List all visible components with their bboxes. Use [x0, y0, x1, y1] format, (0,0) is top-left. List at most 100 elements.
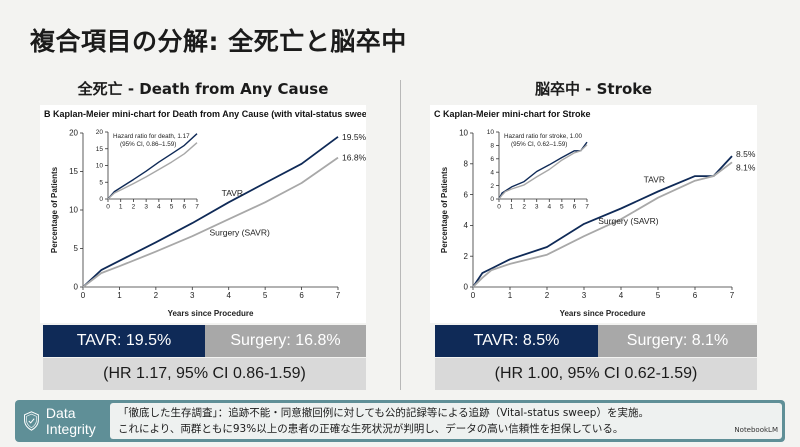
stroke-tavr-result: TAVR: 8.5% — [435, 325, 598, 357]
integrity-line-2: これにより、両群ともに93%以上の患者の正確な生死状況が判明し、データの高い信頼… — [118, 423, 624, 435]
y-tick-label: 10 — [459, 129, 468, 138]
integrity-line-1: 「徹底した生存調査」：追跡不能・同意撤回例に対しても公的記録等による追跡（Vit… — [118, 407, 649, 419]
chart-title: C Kaplan-Meier mini-chart for Stroke — [434, 109, 591, 119]
x-tick-label: 2 — [545, 291, 550, 300]
right-heading: 脳卒中 - Stroke — [534, 80, 653, 98]
inset-x-tick-label: 2 — [132, 204, 136, 211]
inset-x-tick-label: 7 — [195, 204, 199, 211]
x-axis-label: Years since Procedure — [168, 309, 254, 318]
x-tick-label: 0 — [471, 291, 476, 300]
x-tick-label: 1 — [117, 291, 122, 300]
inset-x-tick-label: 5 — [170, 204, 174, 211]
x-tick-label: 5 — [263, 291, 268, 300]
stroke-chart-panel: C Kaplan-Meier mini-chart for Stroke 0 1 2 3… — [430, 105, 757, 323]
inset-x-tick-label: 0 — [497, 204, 501, 211]
x-tick-label: 1 — [508, 291, 513, 300]
inset-series-line-tavr — [107, 133, 198, 200]
inset-y-tick-label: 20 — [96, 129, 104, 136]
death-chart-panel: B Kaplan-Meier mini-chart for Death from… — [40, 105, 375, 323]
series-label-surgery: Surgery (SAVR) — [598, 216, 658, 226]
inset-x-tick-label: 3 — [144, 204, 148, 211]
inset-y-tick-label: 0 — [99, 196, 103, 203]
x-tick-label: 0 — [81, 291, 86, 300]
series-label-tavr: TAVR — [222, 188, 243, 198]
series-line-surgery — [472, 161, 733, 288]
inset-y-tick-label: 10 — [96, 163, 104, 170]
inset-x-tick-label: 1 — [510, 204, 514, 211]
inset-series-line-tavr — [498, 141, 588, 200]
inset-y-tick-label: 4 — [490, 169, 494, 176]
death-tavr-result: TAVR: 19.5% — [43, 325, 205, 357]
shield-check-icon — [24, 411, 39, 431]
stroke-surgery-result: Surgery: 8.1% — [598, 325, 757, 357]
y-tick-label: 0 — [74, 283, 79, 292]
series-line-tavr — [82, 136, 339, 288]
x-tick-label: 4 — [226, 291, 231, 300]
y-tick-label: 2 — [464, 252, 469, 261]
data-integrity-banner: Data Integrity 「徹底した生存調査」：追跡不能・同意撤回例に対して… — [15, 400, 785, 442]
inset-annotation-line-2: (95% CI, 0.62–1.59) — [511, 141, 567, 148]
inset-x-tick-label: 6 — [182, 204, 186, 211]
x-axis-label: Years since Procedure — [560, 309, 646, 318]
stroke-km-chart: C Kaplan-Meier mini-chart for Stroke 0 1 2 3… — [434, 109, 756, 318]
inset-y-tick-label: 10 — [487, 129, 495, 136]
y-tick-label: 20 — [69, 129, 78, 138]
series-line-surgery — [82, 156, 339, 288]
end-label-surgery: 8.1% — [736, 162, 756, 172]
left-heading: 全死亡 - Death from Any Cause — [77, 80, 329, 98]
x-tick-label: 7 — [730, 291, 735, 300]
inset-y-tick-label: 2 — [490, 183, 494, 190]
data-integrity-text: 「徹底した生存調査」：追跡不能・同意撤回例に対しても公的記録等による追跡（Vit… — [110, 403, 782, 439]
inset-annotation-line-2: (95% CI, 0.86–1.59) — [120, 141, 176, 148]
inset-annotation-line-1: Hazard ratio for stroke, 1.00 — [504, 133, 583, 140]
inset-y-tick-label: 8 — [490, 143, 494, 150]
divider — [400, 80, 401, 390]
death-surgery-result: Surgery: 16.8% — [205, 325, 366, 357]
stroke-hazard-ratio: (HR 1.00, 95% CI 0.62-1.59) — [435, 358, 757, 390]
inset-annotation-line-1: Hazard ratio for death, 1.17 — [113, 133, 190, 140]
inset-y-tick-label: 6 — [490, 156, 494, 163]
x-tick-label: 2 — [154, 291, 159, 300]
inset-x-tick-label: 7 — [585, 204, 589, 211]
series-line-tavr — [472, 155, 733, 288]
x-tick-label: 5 — [656, 291, 661, 300]
y-tick-label: 15 — [69, 167, 78, 176]
slide-title: 複合項目の分解: 全死亡と脳卒中 — [30, 27, 407, 56]
y-tick-label: 10 — [69, 206, 78, 215]
x-tick-label: 6 — [299, 291, 304, 300]
end-label-tavr: 19.5% — [342, 132, 366, 142]
x-tick-label: 3 — [582, 291, 587, 300]
notebooklm-logo: NotebookLM — [734, 426, 778, 434]
data-integrity-label-box: Data Integrity — [15, 400, 110, 442]
inset-x-tick-label: 6 — [573, 204, 577, 211]
inset-y-tick-label: 0 — [490, 196, 494, 203]
inset-x-tick-label: 0 — [106, 204, 110, 211]
x-tick-label: 7 — [336, 291, 341, 300]
inset-y-tick-label: 5 — [99, 179, 103, 186]
inset-y-tick-label: 15 — [96, 146, 104, 153]
inset-background — [107, 130, 200, 199]
x-tick-label: 4 — [619, 291, 624, 300]
y-axis-label: Percentage of Patients — [50, 166, 59, 253]
series-label-tavr: TAVR — [644, 174, 665, 184]
data-integrity-label: Data Integrity — [45, 405, 96, 437]
y-tick-label: 6 — [464, 190, 469, 199]
inset-x-tick-label: 1 — [119, 204, 123, 211]
y-tick-label: 4 — [464, 221, 469, 230]
death-hazard-ratio: (HR 1.17, 95% CI 0.86-1.59) — [43, 358, 366, 390]
inset-x-tick-label: 3 — [535, 204, 539, 211]
x-tick-label: 3 — [190, 291, 195, 300]
inset-x-tick-label: 2 — [522, 204, 526, 211]
inset-x-tick-label: 4 — [157, 204, 161, 211]
y-tick-label: 8 — [464, 159, 469, 168]
end-label-surgery: 16.8% — [342, 153, 366, 163]
y-axis-label: Percentage of Patients — [440, 166, 449, 253]
y-tick-label: 0 — [464, 283, 469, 292]
inset-x-tick-label: 5 — [560, 204, 564, 211]
x-tick-label: 6 — [693, 291, 698, 300]
chart-title: B Kaplan-Meier mini-chart for Death from… — [44, 109, 366, 119]
y-tick-label: 5 — [74, 244, 79, 253]
inset-x-tick-label: 4 — [547, 204, 551, 211]
inset-series-line-surgery — [498, 144, 588, 200]
end-label-tavr: 8.5% — [736, 149, 756, 159]
